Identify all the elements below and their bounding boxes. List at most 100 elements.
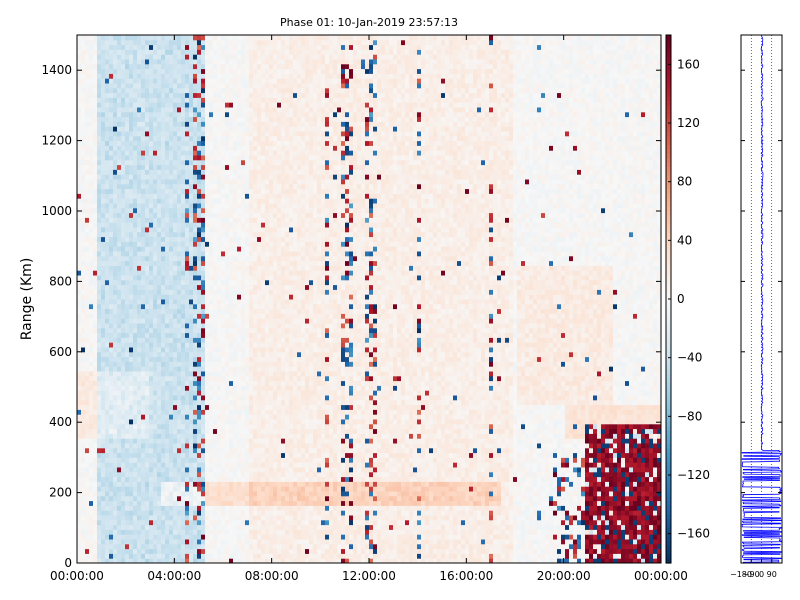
heatmap-cell bbox=[141, 371, 146, 377]
heatmap-cell bbox=[221, 135, 226, 142]
heatmap-cell bbox=[245, 164, 250, 170]
heatmap-cell bbox=[253, 390, 258, 396]
heatmap-cell bbox=[105, 486, 110, 492]
heatmap-cell bbox=[129, 174, 134, 180]
heatmap-cell bbox=[225, 236, 230, 242]
heatmap-cell bbox=[181, 366, 186, 372]
heatmap-cell bbox=[173, 323, 178, 329]
heatmap-cell bbox=[149, 207, 154, 214]
heatmap-cell bbox=[161, 337, 166, 343]
heatmap-cell bbox=[109, 500, 114, 506]
heatmap-cell bbox=[85, 227, 90, 233]
heatmap-cell bbox=[93, 212, 98, 218]
heatmap-cell bbox=[241, 471, 246, 478]
heatmap-cell bbox=[141, 183, 146, 190]
heatmap-cell bbox=[213, 92, 218, 98]
heatmap-cell bbox=[193, 294, 198, 300]
heatmap-cell bbox=[81, 231, 86, 238]
heatmap-cell bbox=[189, 284, 194, 290]
heatmap-cell bbox=[129, 284, 134, 290]
heatmap-cell bbox=[141, 159, 146, 166]
heatmap-cell bbox=[145, 409, 150, 415]
heatmap-cell bbox=[125, 255, 130, 262]
heatmap-cell bbox=[81, 251, 86, 257]
heatmap-cell bbox=[105, 308, 110, 314]
heatmap-cell bbox=[245, 97, 250, 103]
heatmap-cell bbox=[229, 159, 234, 166]
heatmap-cell bbox=[89, 337, 94, 343]
heatmap-cell bbox=[217, 342, 222, 348]
heatmap-cell bbox=[241, 519, 246, 526]
heatmap-cell bbox=[193, 553, 198, 559]
heatmap-cell bbox=[157, 404, 162, 410]
heatmap-cell bbox=[217, 236, 222, 242]
heatmap-cell bbox=[89, 505, 94, 511]
heatmap-cell bbox=[153, 227, 158, 233]
heatmap-cell bbox=[193, 169, 198, 175]
heatmap-cell bbox=[145, 241, 150, 247]
heatmap-cell bbox=[81, 428, 86, 434]
heatmap-cell bbox=[197, 49, 202, 55]
heatmap-cell bbox=[177, 308, 182, 314]
heatmap-cell bbox=[129, 83, 134, 89]
heatmap-cell bbox=[173, 428, 178, 434]
heatmap-cell bbox=[221, 44, 226, 50]
heatmap-cell bbox=[249, 347, 254, 353]
heatmap-cell bbox=[109, 534, 114, 540]
heatmap-cell bbox=[205, 548, 210, 554]
heatmap-cell bbox=[245, 159, 250, 166]
heatmap-cell bbox=[201, 462, 206, 468]
heatmap-cell bbox=[97, 380, 102, 386]
heatmap-cell bbox=[137, 313, 142, 319]
heatmap-cell bbox=[249, 107, 254, 113]
heatmap-cell bbox=[177, 495, 182, 502]
heatmap-cell bbox=[93, 318, 98, 324]
heatmap-cell bbox=[77, 419, 82, 425]
heatmap-cell bbox=[237, 419, 242, 425]
heatmap-cell bbox=[213, 63, 218, 70]
heatmap-cell bbox=[81, 313, 86, 319]
heatmap-cell bbox=[197, 246, 202, 252]
heatmap-cell bbox=[93, 265, 98, 271]
heatmap-cell bbox=[153, 390, 158, 396]
heatmap-cell bbox=[137, 265, 142, 271]
heatmap-cell bbox=[121, 270, 126, 276]
heatmap-cell bbox=[105, 519, 110, 526]
heatmap-cell bbox=[141, 347, 146, 353]
heatmap-cell bbox=[209, 270, 214, 276]
heatmap-cell bbox=[233, 361, 238, 367]
heatmap-cell bbox=[89, 543, 94, 550]
heatmap-cell bbox=[121, 337, 126, 343]
heatmap-cell bbox=[161, 409, 166, 415]
heatmap-cell bbox=[89, 423, 94, 430]
heatmap-cell bbox=[213, 231, 218, 238]
heatmap-cell bbox=[117, 284, 122, 290]
heatmap-cell bbox=[133, 207, 138, 214]
heatmap-cell bbox=[237, 169, 242, 175]
heatmap-cell bbox=[157, 87, 162, 94]
heatmap-cell bbox=[93, 241, 98, 247]
heatmap-cell bbox=[153, 399, 158, 406]
heatmap-cell bbox=[201, 529, 206, 535]
heatmap-cell bbox=[181, 284, 186, 290]
heatmap-cell bbox=[153, 135, 158, 142]
heatmap-cell bbox=[249, 471, 254, 478]
heatmap-cell bbox=[101, 159, 106, 166]
heatmap-cell bbox=[149, 399, 154, 406]
heatmap-cell bbox=[121, 164, 126, 170]
heatmap-cell bbox=[201, 366, 206, 372]
heatmap-cell bbox=[249, 447, 254, 454]
heatmap-cell bbox=[165, 471, 170, 478]
heatmap-cell bbox=[229, 217, 234, 223]
heatmap-cell bbox=[105, 443, 110, 449]
heatmap-cell bbox=[245, 107, 250, 113]
heatmap-cell bbox=[157, 39, 162, 46]
heatmap-cell bbox=[253, 447, 258, 454]
heatmap-cell bbox=[125, 121, 130, 127]
heatmap-cell bbox=[105, 87, 110, 94]
heatmap-cell bbox=[117, 419, 122, 425]
heatmap-cell bbox=[225, 97, 230, 103]
heatmap-cell bbox=[253, 500, 258, 506]
heatmap-cell bbox=[209, 332, 214, 338]
heatmap-cell bbox=[137, 159, 142, 166]
